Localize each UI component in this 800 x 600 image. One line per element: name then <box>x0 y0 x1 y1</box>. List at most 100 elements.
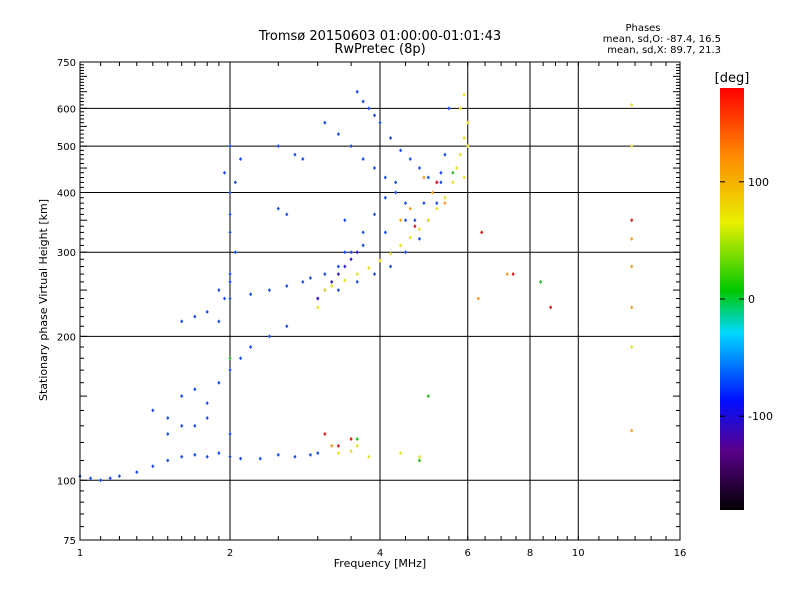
data-point <box>88 476 93 481</box>
data-point <box>630 345 634 350</box>
data-point <box>447 106 451 111</box>
data-point <box>323 431 327 436</box>
x-tick-label: 8 <box>527 548 533 559</box>
data-point <box>394 180 398 185</box>
data-point <box>249 345 253 350</box>
chart-subtitle: RwPretec (8p) <box>334 42 425 57</box>
data-point <box>222 296 227 301</box>
data-point <box>343 250 347 255</box>
data-point <box>228 190 232 195</box>
data-point <box>228 272 232 277</box>
data-point <box>193 387 197 392</box>
y-tick-label: 500 <box>57 142 76 153</box>
data-point <box>422 175 426 180</box>
data-point <box>238 157 243 162</box>
data-point <box>417 166 422 171</box>
data-point <box>293 454 297 459</box>
data-point <box>413 224 417 229</box>
data-point <box>108 476 112 481</box>
data-point <box>343 218 347 223</box>
data-point <box>403 201 408 206</box>
colorbar-tick-label: -100 <box>748 410 773 423</box>
data-point <box>323 120 327 125</box>
data-point <box>630 144 634 149</box>
data-point <box>276 144 280 149</box>
x-tick-label: 16 <box>674 548 687 559</box>
data-point <box>228 144 232 149</box>
data-point <box>378 258 382 263</box>
colorbar-label: [deg] <box>715 71 750 86</box>
data-point <box>228 454 232 459</box>
data-point <box>217 380 221 385</box>
y-tick-label: 300 <box>57 248 76 259</box>
data-point <box>403 250 408 255</box>
data-point <box>355 443 359 448</box>
data-point <box>228 279 232 284</box>
data-point <box>361 230 365 235</box>
data-point <box>316 451 320 456</box>
data-point <box>308 452 313 457</box>
data-point <box>422 201 426 206</box>
x-tick-label: 10 <box>572 548 585 559</box>
data-point <box>205 309 209 314</box>
data-point <box>361 243 365 248</box>
data-point <box>443 152 447 157</box>
x-axis-label: Frequency [MHz] <box>334 557 426 570</box>
data-point <box>193 314 197 319</box>
data-point <box>355 436 359 441</box>
data-point <box>399 451 403 456</box>
data-point <box>180 454 184 459</box>
data-point <box>308 275 313 280</box>
data-point <box>336 451 340 456</box>
x-tick-label: 2 <box>227 548 233 559</box>
data-point <box>399 243 403 248</box>
data-point <box>466 144 470 149</box>
data-point <box>301 279 305 284</box>
data-point <box>451 180 455 185</box>
data-point <box>166 415 170 420</box>
x-tick-label: 1 <box>77 548 83 559</box>
data-point <box>630 264 634 269</box>
data-point <box>217 288 221 293</box>
data-point <box>228 230 232 235</box>
data-point <box>233 250 237 255</box>
stats-line-o: mean, sd,O: -87.4, 16.5 <box>603 34 721 45</box>
data-point <box>267 334 272 339</box>
data-point <box>293 152 297 157</box>
colorbar-ticks: 100 0 -100 <box>720 176 773 423</box>
data-point <box>476 296 480 301</box>
data-point <box>426 175 430 180</box>
data-point <box>372 272 377 277</box>
data-points <box>78 89 634 483</box>
data-point <box>399 148 403 153</box>
grid-lines <box>80 62 680 540</box>
data-point <box>435 206 439 211</box>
colorbar-tick-label: 0 <box>748 293 755 306</box>
data-point <box>135 470 139 475</box>
data-point <box>233 180 237 185</box>
data-point <box>413 218 417 223</box>
data-point <box>417 458 422 463</box>
stats-line-x: mean, sd,X: 89.7, 21.3 <box>607 45 721 56</box>
data-point <box>180 319 184 324</box>
data-point <box>205 401 209 406</box>
data-point <box>388 136 393 141</box>
data-point <box>285 324 289 329</box>
axis-ticks: 1 2 4 6 8 10 16 75 100 200 300 400 500 600 750 <box>57 58 686 559</box>
data-point <box>336 288 340 293</box>
data-point <box>372 113 377 118</box>
data-point <box>367 454 371 459</box>
y-axis-label: Stationary phase Virtual Height [km] <box>37 199 50 401</box>
data-point <box>361 157 365 162</box>
data-point <box>228 356 232 361</box>
data-point <box>249 292 253 297</box>
data-point <box>330 443 334 448</box>
data-point <box>336 443 340 448</box>
data-point <box>222 170 227 175</box>
data-point <box>443 201 447 206</box>
data-point <box>394 190 398 195</box>
data-point <box>330 279 334 284</box>
data-point <box>238 456 243 461</box>
data-point <box>458 106 463 111</box>
